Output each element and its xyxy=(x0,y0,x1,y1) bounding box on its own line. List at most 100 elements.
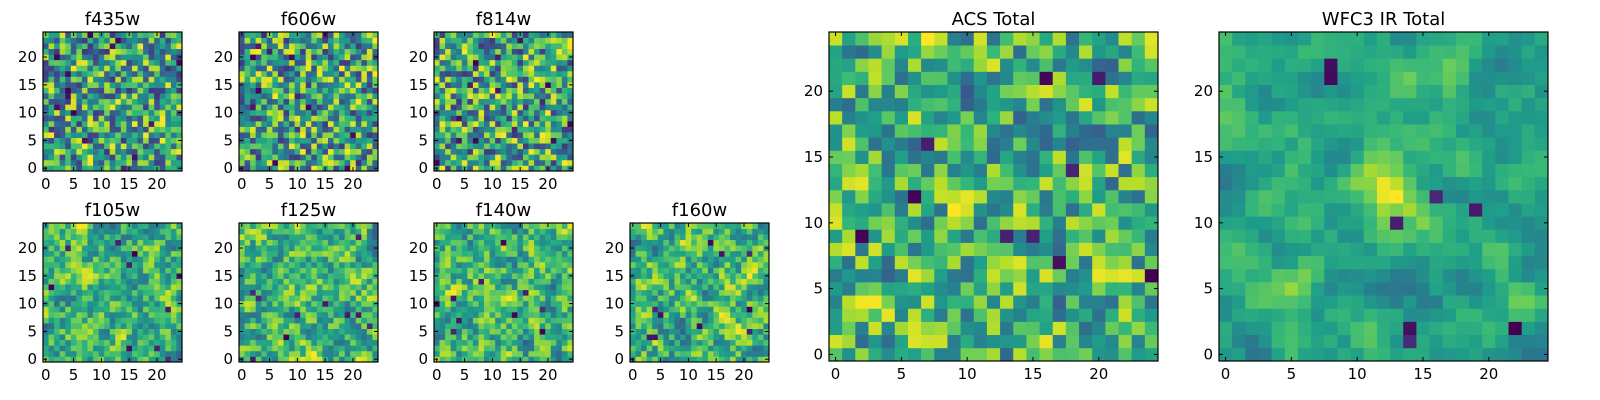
heatmap-cell xyxy=(109,70,116,77)
heatmap-cell xyxy=(741,289,748,296)
heatmap-cell xyxy=(81,54,88,61)
heatmap-cell xyxy=(261,223,268,229)
heatmap-cell xyxy=(881,242,896,257)
heatmap-cell xyxy=(450,82,457,88)
heatmap-cell xyxy=(104,76,111,83)
heatmap-cell xyxy=(456,115,463,122)
heatmap-cell xyxy=(495,328,502,335)
heatmap-cell xyxy=(500,115,507,122)
heatmap-cell xyxy=(305,295,312,302)
heatmap-cell xyxy=(344,70,351,77)
heatmap-cell xyxy=(339,87,345,94)
heatmap-cell xyxy=(250,339,257,346)
heatmap-cell xyxy=(277,59,284,66)
heatmap-cell xyxy=(294,311,301,318)
heatmap-cell xyxy=(657,234,664,241)
heatmap-cell xyxy=(316,65,323,72)
heatmap-cell xyxy=(467,70,474,77)
heatmap-cell xyxy=(561,43,568,50)
heatmap-cell xyxy=(244,284,251,291)
heatmap-cell xyxy=(170,306,177,313)
heatmap-cell xyxy=(1131,255,1146,270)
heatmap-cell xyxy=(511,32,518,38)
heatmap-cell xyxy=(528,126,535,133)
heatmap-cell xyxy=(478,273,485,279)
heatmap-cell xyxy=(250,350,257,357)
heatmap-cell xyxy=(757,311,764,318)
heatmap-cell xyxy=(646,245,653,252)
heatmap-cell xyxy=(355,345,362,352)
heatmap-cell xyxy=(511,239,518,246)
heatmap-cell xyxy=(305,87,312,94)
heatmap-cell xyxy=(283,339,290,346)
heatmap-cell xyxy=(104,120,111,127)
heatmap-cell xyxy=(1144,216,1159,230)
heatmap-cell xyxy=(255,284,262,291)
heatmap-cell xyxy=(680,311,686,318)
heatmap-cell xyxy=(696,273,703,279)
heatmap-cell xyxy=(176,154,183,161)
heatmap-cell xyxy=(947,334,961,349)
heatmap-cell xyxy=(489,256,496,263)
heatmap-cell xyxy=(350,300,357,307)
heatmap-cell xyxy=(327,339,334,346)
heatmap-cell xyxy=(668,328,675,335)
heatmap-cell xyxy=(829,321,843,336)
heatmap-cell xyxy=(495,82,502,88)
heatmap-cell xyxy=(366,54,373,61)
heatmap-cell xyxy=(48,350,55,357)
heatmap-cell xyxy=(741,273,748,279)
heatmap-cell xyxy=(763,278,770,285)
heatmap-cell xyxy=(434,234,440,241)
heatmap-cell xyxy=(668,278,675,285)
heatmap-cell xyxy=(272,250,279,257)
y-tick-label: 0 xyxy=(223,350,233,368)
heatmap-cell xyxy=(272,273,279,279)
heatmap-cell xyxy=(70,267,77,274)
heatmap-cell xyxy=(550,356,557,363)
heatmap-cell xyxy=(115,143,122,150)
heatmap-cell xyxy=(104,115,111,122)
heatmap-cell xyxy=(445,43,452,50)
heatmap-cell xyxy=(652,250,659,257)
heatmap-cell xyxy=(663,328,670,335)
heatmap-cell xyxy=(741,306,748,313)
heatmap-cell xyxy=(76,59,83,66)
heatmap-cell xyxy=(495,228,502,235)
heatmap-cell xyxy=(680,339,686,346)
heatmap-cell xyxy=(137,289,144,296)
heatmap-cell xyxy=(170,234,177,241)
heatmap-cell xyxy=(657,328,664,335)
heatmap-cell xyxy=(289,256,295,263)
heatmap-cell xyxy=(120,98,127,105)
heatmap-cell xyxy=(81,300,88,307)
heatmap-cell xyxy=(973,203,988,217)
heatmap-cell xyxy=(960,321,975,336)
heatmap-cell xyxy=(344,239,351,246)
heatmap-cell xyxy=(255,54,262,61)
heatmap-cell xyxy=(148,278,155,285)
heatmap-cell xyxy=(506,137,513,144)
heatmap-cell xyxy=(244,159,251,166)
heatmap-cell xyxy=(450,261,457,268)
heatmap-cell xyxy=(143,323,149,329)
heatmap-cell xyxy=(59,109,66,116)
heatmap-cell xyxy=(445,143,452,150)
heatmap-cell xyxy=(646,278,653,285)
heatmap-cell xyxy=(244,317,251,324)
heatmap-cell xyxy=(120,261,127,268)
heatmap-cell xyxy=(868,242,882,257)
heatmap-cell xyxy=(472,98,479,105)
heatmap-cell xyxy=(691,323,698,329)
heatmap-cell xyxy=(534,126,540,133)
heatmap-cell xyxy=(137,250,144,257)
heatmap-cell xyxy=(59,256,66,263)
heatmap-cell xyxy=(305,120,312,127)
heatmap-cell xyxy=(456,267,463,274)
heatmap-cell xyxy=(355,350,362,357)
heatmap-cell xyxy=(730,273,736,279)
heatmap-cell xyxy=(868,229,882,243)
heatmap-cell xyxy=(311,261,318,268)
heatmap-cell xyxy=(339,339,345,346)
